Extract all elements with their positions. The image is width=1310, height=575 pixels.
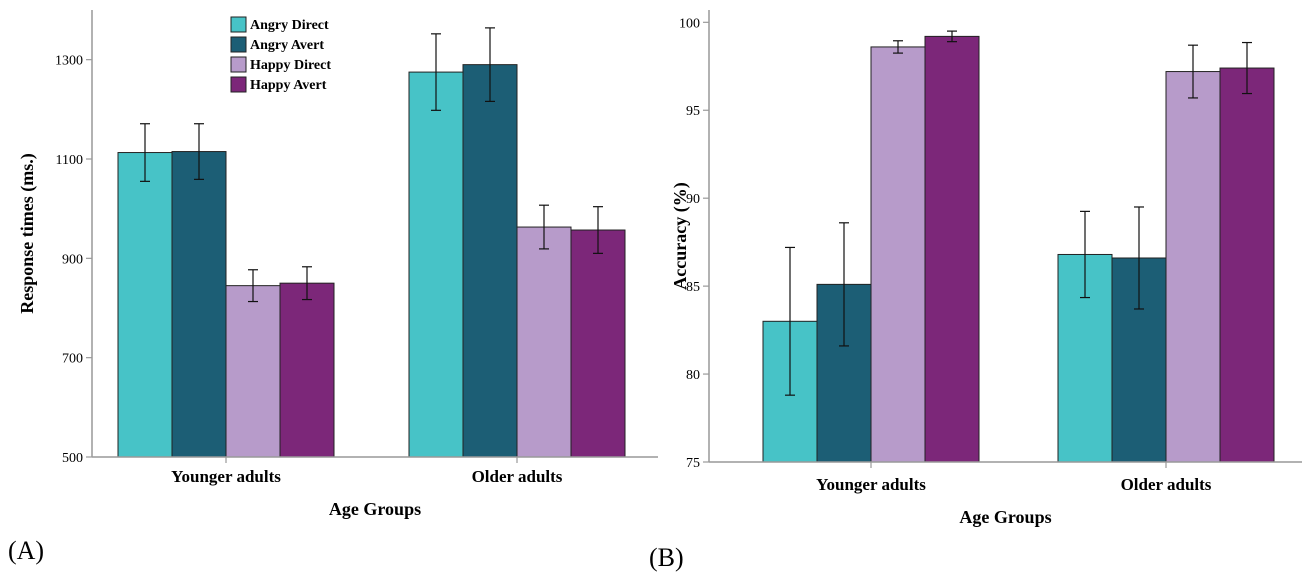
chart-panel-1: Younger adults Older adults 75 80 85 90 95 100 A… [649,10,1302,572]
y-tick-label: 100 [679,16,700,31]
legend-swatch [230,16,247,33]
y-tick-label: 700 [62,352,83,367]
chart-panel-0: Younger adults Older adults 500 700 900 1100 1… [8,10,658,565]
bar [870,46,926,463]
x-tick-label: Older adults [1121,475,1212,494]
y-axis-title: Accuracy (%) [670,182,691,289]
panel-label: (B) [649,543,684,572]
bar [1165,71,1221,463]
bar [171,151,227,458]
x-axis-title: Age Groups [329,499,421,519]
legend-swatch [230,76,247,93]
bar [570,229,626,458]
legend-entry: Happy Direct [250,58,331,73]
y-tick-label: 95 [686,104,700,119]
y-tick-label: 500 [62,451,83,466]
y-tick-label: 90 [686,192,700,207]
legend-entry: Angry Direct [250,18,329,33]
bar [117,152,173,458]
bar [1219,67,1275,463]
bar [924,35,980,463]
y-tick-label: 80 [686,368,700,383]
legend-swatch [230,56,247,73]
bar [279,282,335,458]
x-tick-label: Younger adults [816,475,926,494]
legend-swatch [230,36,247,53]
bar [408,71,464,458]
y-tick-label: 85 [686,280,700,295]
y-tick-label: 1100 [56,153,83,168]
bar [462,64,518,458]
legend: Angry Direct Angry Avert Happy Direct Happy… [230,16,331,93]
x-tick-label: Older adults [472,467,563,486]
bar [516,226,572,458]
x-axis-title: Age Groups [959,507,1051,527]
legend-entry: Happy Avert [250,78,327,93]
y-tick-label: 900 [62,252,83,267]
y-tick-label: 75 [686,456,700,471]
y-axis-title: Response times (ms.) [17,153,38,313]
x-tick-label: Younger adults [171,467,281,486]
legend-entry: Angry Avert [250,38,324,53]
y-tick-label: 1300 [55,54,83,69]
bar [225,285,281,458]
panel-label: (A) [8,536,44,565]
